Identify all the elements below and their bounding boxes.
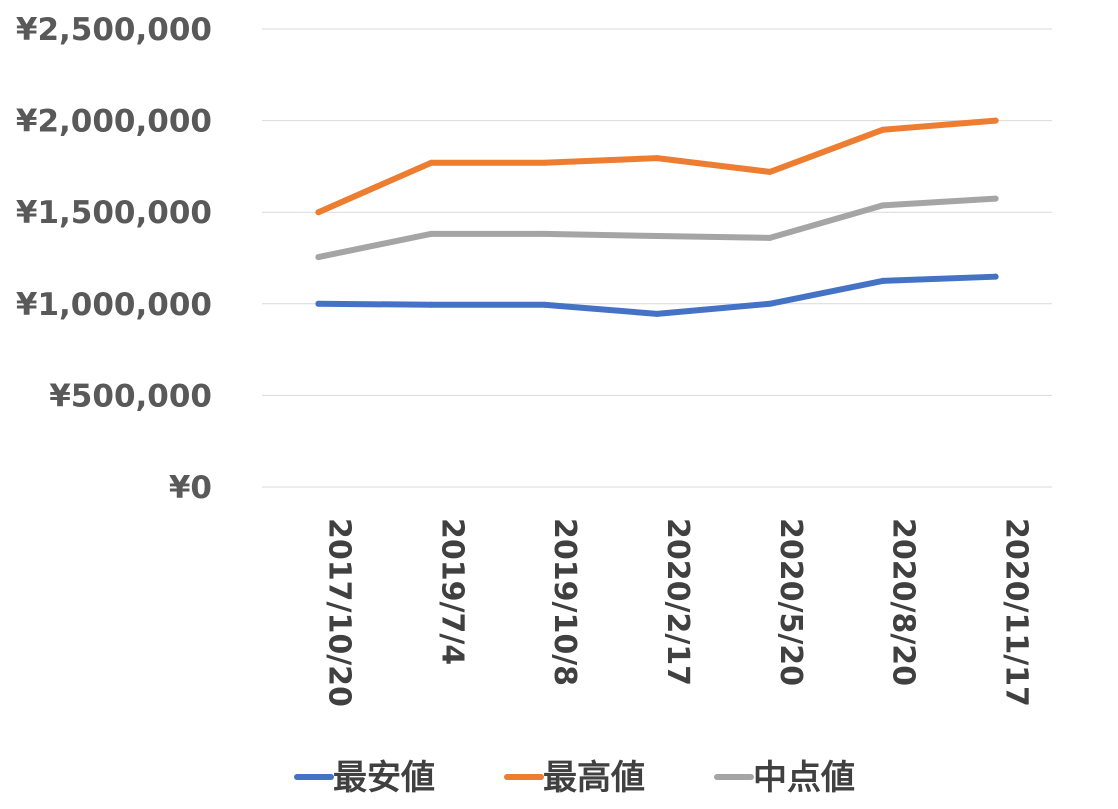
x-tick-label: 2020/8/20 [886,518,921,686]
legend-label: 最安値 [333,758,435,798]
data-point [428,159,435,166]
data-point [541,301,548,308]
data-point [766,168,773,175]
data-point [879,277,886,284]
data-point [428,301,435,308]
data-point [879,126,886,133]
data-point [541,159,548,166]
data-point [315,209,322,216]
data-point [654,233,660,240]
y-tick-label: ¥500,000 [49,378,212,414]
x-tick-label: 2020/2/17 [660,518,695,686]
data-point [766,300,773,307]
data-point [992,117,999,124]
data-point [654,310,660,317]
y-tick-label: ¥1,500,000 [16,195,212,231]
data-point [541,230,548,237]
data-point [766,234,773,241]
y-tick-label: ¥2,000,000 [16,104,212,140]
series-lines [315,117,999,317]
data-point [992,195,999,202]
x-tick-label: 2019/7/4 [434,518,469,665]
y-axis-ticks: ¥0 ¥500,000 ¥1,000,000 ¥1,500,000 ¥2,000,000… [16,12,212,506]
series-line-1 [315,117,999,216]
legend-label: 中点値 [753,758,855,798]
x-tick-label: 2017/10/20 [321,518,356,707]
series-line-0 [315,273,999,317]
y-tick-label: ¥0 [169,470,212,506]
data-point [992,273,999,280]
series-line-2 [315,195,999,261]
y-tick-label: ¥1,000,000 [16,287,212,323]
data-point [315,254,322,261]
x-tick-label: 2019/10/8 [547,518,582,686]
x-tick-label: 2020/5/20 [773,518,808,686]
legend: 最安値 最高値 中点値 [294,758,855,798]
legend-label: 最高値 [543,758,645,798]
data-point [879,202,886,209]
x-tick-label: 2020/11/17 [999,518,1034,707]
data-point [315,300,322,307]
x-axis-ticks: 2017/10/20 2019/7/4 2019/10/8 2020/2/17 2020… [321,518,1033,707]
data-point [654,155,660,162]
gridlines [262,28,1052,488]
y-tick-label: ¥2,500,000 [16,12,212,48]
data-point [428,230,435,237]
